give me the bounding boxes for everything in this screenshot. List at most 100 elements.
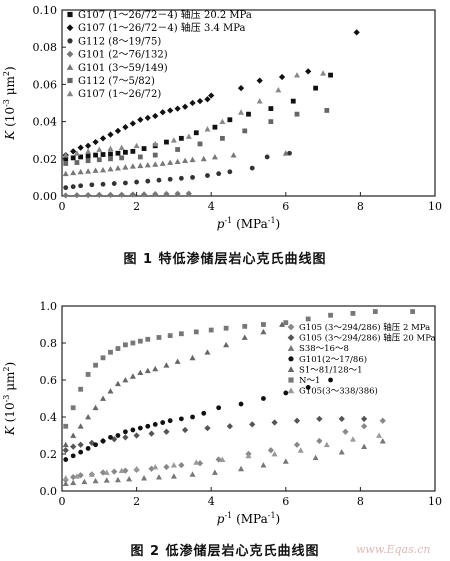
legend-marker [287,344,295,351]
data-point [219,118,226,124]
data-point [115,346,121,351]
data-point [350,311,356,316]
data-point [152,365,159,372]
figure-1-caption: 图 1 特低渗储层岩心克氏曲线图 [123,252,327,267]
data-point [108,156,113,162]
legend-marker [66,90,74,97]
data-point [249,421,256,428]
data-point [372,309,378,314]
data-point [100,395,107,401]
data-point [85,153,91,159]
data-point [88,439,95,447]
data-point [108,434,113,440]
data-point [361,443,368,449]
data-point [141,146,147,151]
data-point [159,109,166,116]
data-point [227,117,233,123]
data-point [137,154,143,160]
data-point [223,325,229,331]
legend-label: G112 (7～5/82) [78,76,155,87]
y-tick-label: 0.6 [40,374,58,387]
data-point [122,124,129,131]
data-point [361,423,368,430]
data-point [85,168,92,174]
x-tick-label: 0 [59,200,66,213]
data-point [163,190,170,198]
series-2 [62,29,360,159]
data-point [107,388,114,394]
data-point [268,119,274,124]
series-1 [63,72,333,162]
data-point [137,338,143,344]
series-7 [62,70,327,158]
data-point [324,108,330,113]
data-point [208,92,215,99]
data-point [100,166,107,173]
legend-marker [288,356,294,362]
data-point [342,428,349,435]
data-point [238,109,245,115]
data-point [249,165,255,171]
data-point [130,148,136,154]
data-point [63,161,69,166]
data-point [141,475,148,481]
data-point [174,105,181,112]
data-point [134,179,140,185]
data-point [148,465,155,472]
data-point [216,405,222,411]
series-5 [62,321,286,448]
data-point [241,334,248,340]
data-point [100,438,106,444]
x-tick-label: 6 [282,200,289,213]
chart-1: 0 2 4 6 8 10 0.00 0.02 0.04 0.06 0.08 0.10 p-1 (MPa-… [2,4,442,231]
data-point [200,155,207,162]
data-point [181,103,189,110]
data-point [118,191,125,198]
data-point [163,428,170,435]
data-point [170,473,177,479]
data-point [261,322,266,327]
legend-marker [287,334,295,342]
data-point [63,185,69,191]
data-point [163,362,170,368]
data-point [376,432,383,438]
data-point [208,327,214,333]
data-point [189,156,196,163]
data-point [140,191,148,198]
series-3 [63,150,292,191]
x-tick-label: 6 [282,495,289,508]
chart-2: 0 2 4 6 8 10 0.0 0.2 0.4 0.6 0.8 1.0 p-1 (MPa-1) K (1… [2,300,442,526]
data-point [85,414,92,420]
data-point [62,475,69,481]
data-point [256,77,263,84]
data-point [122,467,129,474]
data-point [227,169,233,175]
data-point [170,462,177,468]
data-point [174,190,181,197]
data-point [126,475,133,482]
data-point [144,161,151,168]
data-point [70,453,76,459]
series-2 [62,415,368,454]
data-point [85,148,92,154]
data-point [100,181,106,187]
data-point [305,316,311,322]
data-point [164,139,169,145]
data-point [211,153,218,160]
x-tick-label: 8 [357,495,364,508]
data-point [107,191,114,199]
data-point [174,158,181,164]
data-point [144,114,151,121]
data-point [160,420,166,425]
data-point [313,85,319,91]
data-point [78,183,84,189]
series-1 [62,417,386,484]
data-point [271,451,278,457]
y-tick-label: 0.04 [33,116,58,129]
data-point [70,479,77,486]
data-point [196,460,204,467]
data-point [178,331,184,337]
x-tick-label: 0 [59,495,66,508]
legend-marker [66,24,74,32]
